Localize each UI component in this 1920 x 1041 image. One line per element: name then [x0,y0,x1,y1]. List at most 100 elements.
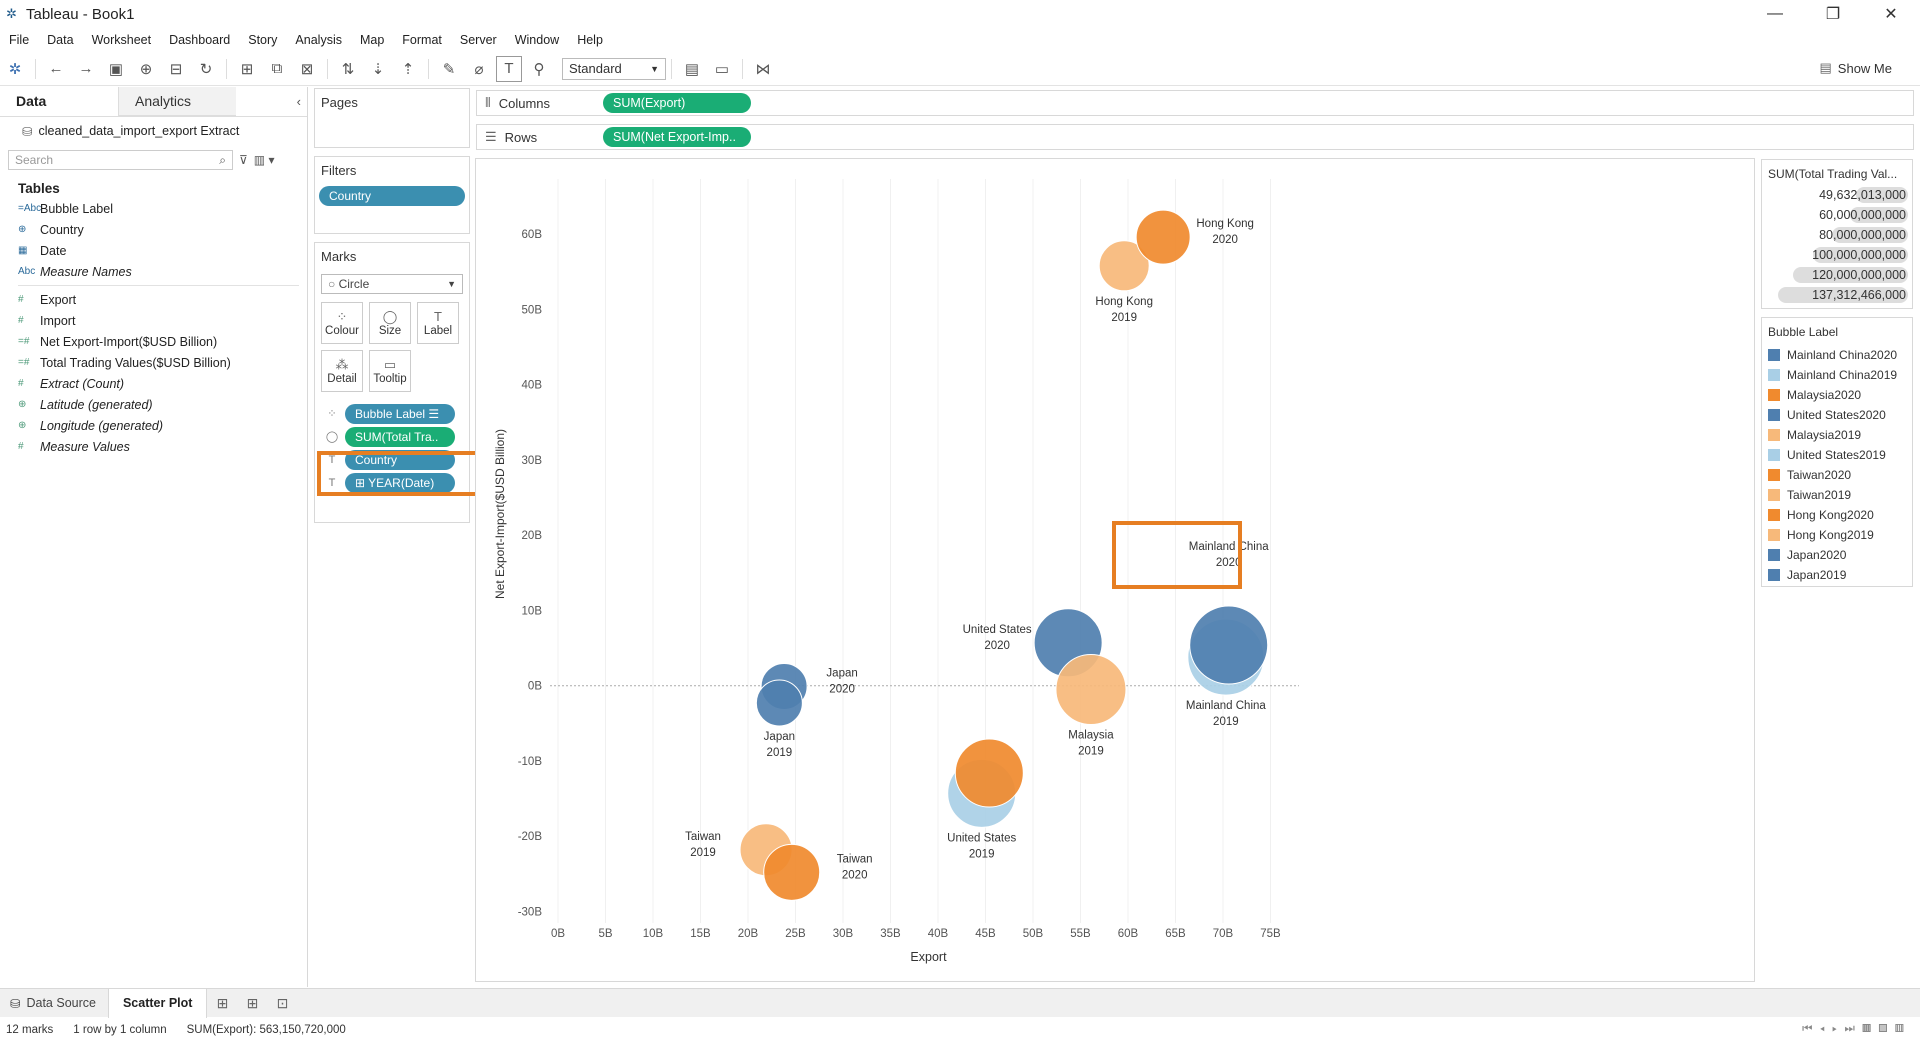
size-legend-item[interactable]: 137,312,466,000 [1766,286,1908,304]
pause-updates-icon[interactable]: ⊟ [169,60,183,78]
field-item[interactable]: # Import [0,310,307,331]
menu-item-worksheet[interactable]: Worksheet [91,33,152,47]
new-datasource-icon[interactable]: ⊕ [139,60,153,78]
size-button[interactable]: ◯ Size [369,302,411,344]
menu-item-analysis[interactable]: Analysis [295,33,342,47]
menu-item-window[interactable]: Window [514,33,560,47]
encoding-icon[interactable]: ◯ [325,431,339,443]
data-source-tab[interactable]: ⛁ Data Source [0,996,108,1011]
bubble-mark[interactable] [1055,653,1127,725]
columns-pill[interactable]: SUM(Export) [603,93,751,113]
save-icon[interactable]: ▣ [108,60,124,78]
sheet-tab-scatter-plot[interactable]: Scatter Plot [107,988,208,1018]
clear-sheet-icon[interactable]: ⊠ [300,60,314,78]
maximize-button[interactable]: ❐ [1825,6,1841,23]
color-legend-item[interactable]: Hong Kong2019 [1762,525,1912,545]
menu-item-story[interactable]: Story [248,33,278,47]
color-legend-item[interactable]: Hong Kong2020 [1762,505,1912,525]
field-item[interactable]: ⊕ Country [0,219,307,240]
size-legend-item[interactable]: 60,000,000,000 [1766,206,1908,224]
sort-descending-icon[interactable]: ⇡ [401,60,415,78]
undo-icon[interactable]: ← [48,60,64,77]
bubble-mark[interactable] [1098,240,1150,292]
presentation-icon[interactable]: ▭ [714,60,730,78]
highlight-icon[interactable]: ✎ [442,60,456,78]
show-me-button[interactable]: ▤ Show Me [1820,60,1893,76]
marks-pill[interactable]: Bubble Label ☰ [345,403,455,424]
swap-icon[interactable]: ⇅ [341,60,355,78]
color-legend-item[interactable]: Mainland China2020 [1762,345,1912,365]
field-item[interactable]: ⊕ Longitude (generated) [0,415,307,436]
menu-item-file[interactable]: File [9,33,30,47]
search-input[interactable]: Search ⌕ [8,150,233,170]
menu-item-help[interactable]: Help [577,33,603,47]
new-story-icon[interactable]: ⊡ [276,994,289,1011]
bubble-mark[interactable] [1135,209,1191,265]
sort-ascending-icon[interactable]: ⇣ [371,60,385,78]
filter-pill-country[interactable]: Country [319,186,465,206]
new-dashboard-icon[interactable]: ⊞ [246,994,259,1011]
color-legend-item[interactable]: Mainland China2019 [1762,365,1912,385]
navigation-icons[interactable]: ⏮ ◂ ▸ ⏭ ▦ ▤ ▥ [1802,1023,1906,1035]
field-item[interactable]: ⊕ Latitude (generated) [0,394,307,415]
share-icon[interactable]: ⋈ [755,60,771,78]
mark-type-dropdown[interactable]: ○ Circle ▼ [321,274,463,294]
group-icon[interactable]: ⌀ [474,60,484,78]
color-legend[interactable]: Bubble Label Mainland China2020 Mainland … [1761,317,1913,587]
pages-card[interactable]: Pages [314,88,470,148]
bubble-mark[interactable] [755,679,803,727]
size-legend-item[interactable]: 120,000,000,000 [1766,266,1908,284]
size-legend-item[interactable]: 49,632,013,000 [1766,186,1908,204]
bubble-mark[interactable] [954,738,1024,808]
view-options-icon[interactable]: ▥ ▾ [253,153,275,167]
columns-shelf[interactable]: ⦀ Columns SUM(Export) [476,90,1914,116]
encoding-icon[interactable]: ⁘ [327,408,337,420]
marks-pill[interactable]: ⊞ YEAR(Date) [345,472,455,493]
bubble-mark[interactable] [1189,605,1269,685]
tableau-icon[interactable]: ✲ [8,60,22,78]
menu-item-dashboard[interactable]: Dashboard [169,33,231,47]
refresh-icon[interactable]: ↻ [199,60,213,78]
size-legend[interactable]: SUM(Total Trading Val... 49,632,013,000 6… [1761,159,1913,309]
field-item[interactable]: # Extract (Count) [0,373,307,394]
menu-item-format[interactable]: Format [402,33,442,47]
color-legend-item[interactable]: Malaysia2020 [1762,385,1912,405]
scatter-chart[interactable]: 60B 50B 40B 30B 20B 10B 0B -10B -20B -30B 0B 5B 10B 1… [476,159,1756,983]
tooltip-button[interactable]: ▭ Tooltip [369,350,411,392]
tab-analytics[interactable]: Analytics [118,87,236,116]
fit-dropdown[interactable]: Standard ▼ [562,57,666,80]
tab-data[interactable]: Data [0,87,118,116]
label-button[interactable]: T Label [417,302,459,344]
field-item[interactable]: # Export [0,289,307,310]
color-legend-item[interactable]: Japan2020 [1762,545,1912,565]
pin-icon[interactable]: ⚲ [533,60,545,78]
color-legend-item[interactable]: United States2020 [1762,405,1912,425]
rows-pill[interactable]: SUM(Net Export-Imp.. [603,127,751,147]
menu-item-server[interactable]: Server [459,33,497,47]
color-legend-item[interactable]: Japan2019 [1762,565,1912,585]
menu-item-data[interactable]: Data [47,33,74,47]
datasource-item[interactable]: ⛁ cleaned_data_import_export Extract [0,117,307,145]
size-legend-item[interactable]: 80,000,000,000 [1766,226,1908,244]
show-cards-icon[interactable]: ▤ [684,60,700,78]
field-item[interactable]: =Abc Bubble Label [0,198,307,219]
detail-button[interactable]: ⁂ Detail [321,350,363,392]
marks-pill[interactable]: SUM(Total Tra.. [345,426,455,447]
show-labels-icon[interactable]: T [496,55,522,82]
close-button[interactable]: ✕ [1884,6,1898,23]
color-legend-item[interactable]: Taiwan2019 [1762,485,1912,505]
filter-icon[interactable]: ⊽ [239,153,248,167]
field-item[interactable]: =# Total Trading Values($USD Billion) [0,352,307,373]
size-legend-item[interactable]: 100,000,000,000 [1766,246,1908,264]
field-item[interactable]: # Measure Values [0,436,307,457]
menu-item-map[interactable]: Map [359,33,385,47]
rows-shelf[interactable]: ☰ Rows SUM(Net Export-Imp.. [476,124,1914,150]
color-legend-item[interactable]: Malaysia2019 [1762,425,1912,445]
duplicate-sheet-icon[interactable]: ⧉ [271,60,283,77]
encoding-icon[interactable]: T [328,476,336,489]
redo-icon[interactable]: → [78,60,94,77]
minimize-button[interactable]: — [1767,5,1783,22]
new-worksheet-icon[interactable]: ⊞ [240,60,254,78]
bubble-mark[interactable] [763,843,821,901]
color-legend-item[interactable]: Taiwan2020 [1762,465,1912,485]
